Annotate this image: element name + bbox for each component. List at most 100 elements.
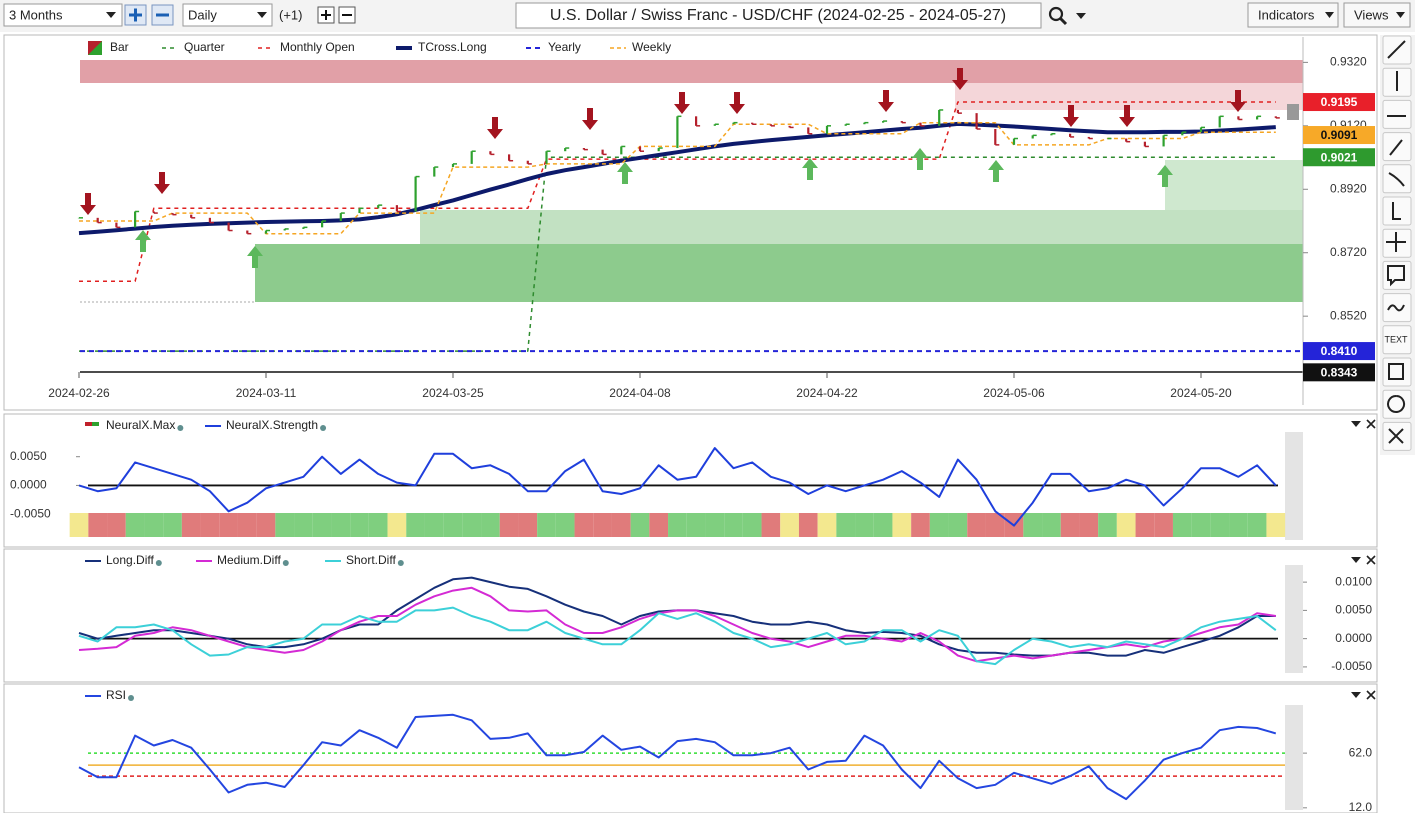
support-zone (255, 244, 1303, 302)
collapse-button[interactable] (1351, 557, 1361, 563)
price-tag-label: 0.9091 (1321, 128, 1358, 142)
dropdown-icon (257, 12, 267, 18)
tool-button[interactable] (1382, 196, 1412, 226)
symbol-box[interactable] (515, 2, 1042, 29)
indicator-lines (78, 101, 1303, 353)
y-tick-label: 0.8520 (1330, 308, 1367, 322)
price-bar (638, 146, 644, 152)
indicators-button[interactable] (1247, 2, 1339, 28)
price-bar (264, 229, 270, 234)
tool-icon (1389, 139, 1403, 156)
state-cell (350, 513, 369, 537)
scroll-handle[interactable] (1287, 104, 1299, 120)
y-tick-label: 0.0050 (1335, 603, 1372, 617)
state-cell (406, 513, 425, 537)
close-button[interactable] (1366, 555, 1376, 565)
period-select[interactable] (3, 3, 123, 27)
state-cell (443, 513, 463, 537)
state-cell (705, 513, 725, 537)
legend-label: RSI (106, 688, 126, 702)
y-tick-label: -0.0050 (1331, 659, 1372, 673)
legend-label: Medium.Diff (217, 553, 281, 567)
zones (80, 37, 1304, 405)
price-bar (339, 212, 345, 221)
tool-icon (1387, 304, 1405, 312)
price-bar (1199, 126, 1205, 133)
price-bar (601, 149, 607, 156)
search-button[interactable] (1048, 6, 1086, 26)
price-bar (1218, 115, 1224, 128)
legend-label: Long.Diff (106, 553, 154, 567)
collapse-button[interactable] (1351, 692, 1361, 698)
price-bar (321, 220, 327, 228)
state-cell (630, 513, 650, 537)
interval-select[interactable] (182, 3, 273, 27)
legend-dot (282, 560, 289, 566)
dropdown-icon (1396, 12, 1405, 18)
close-button[interactable] (1366, 690, 1376, 700)
price-bar (414, 175, 420, 212)
state-cell (593, 513, 612, 537)
price-tag (1303, 93, 1375, 112)
legend-icon (88, 41, 102, 55)
price-bar (732, 121, 738, 125)
plus-icon (321, 10, 331, 20)
y-tick-label: 12.0 (1349, 800, 1373, 813)
x-tick-label: 2024-02-26 (48, 386, 110, 400)
price-bar (1087, 136, 1093, 140)
state-cell (125, 513, 145, 537)
state-cell (817, 513, 837, 537)
y-tick-label: 0.0050 (10, 449, 47, 463)
collapse-button[interactable] (1351, 421, 1361, 427)
price-bar (283, 228, 289, 231)
price-bar (844, 123, 850, 126)
state-cell (1172, 513, 1192, 537)
price-bars (77, 109, 1280, 235)
state-cell (873, 513, 893, 537)
legend-label: NeuralX.Strength (226, 418, 318, 432)
y-tick-label: 0.9320 (1330, 55, 1367, 69)
tool-button[interactable] (1382, 293, 1412, 323)
price-bar (302, 226, 308, 229)
resistance-zone (80, 60, 1303, 83)
state-cell (144, 513, 164, 537)
dropdown-icon (106, 12, 116, 18)
tool-button[interactable] (1382, 325, 1412, 355)
state-cell (181, 513, 201, 537)
price-tag-label: 0.9021 (1321, 150, 1358, 164)
price-bar (1050, 133, 1056, 136)
drawing-tools: TEXT (1380, 35, 1415, 455)
legend-label: TCross.Long (418, 40, 487, 54)
state-cell (574, 513, 594, 537)
state-cell (331, 513, 351, 537)
symbol-title: U.S. Dollar / Swiss Franc - USD/CHF (202… (550, 7, 1006, 24)
legend-icon (85, 422, 92, 426)
future-area (1285, 432, 1303, 540)
state-cell (929, 513, 949, 537)
state-cell (1023, 513, 1043, 537)
state-cell (1266, 513, 1286, 537)
price-bar (1274, 116, 1280, 119)
state-cell (985, 513, 1005, 537)
legend-label: Short.Diff (346, 553, 396, 567)
state-cell (780, 513, 799, 537)
close-button[interactable] (1366, 419, 1376, 429)
state-cell (237, 513, 257, 537)
tool-button[interactable] (1382, 389, 1412, 419)
tool-button[interactable] (1382, 357, 1412, 387)
indicator-line (78, 447, 1277, 527)
price-tag (1303, 148, 1375, 167)
state-cell (256, 513, 276, 537)
legend-dot (155, 560, 162, 566)
tool-icon (1388, 428, 1404, 444)
state-cell (88, 513, 108, 537)
price-bar (1255, 115, 1262, 120)
price-bar (451, 163, 457, 168)
tool-button[interactable] (1382, 99, 1412, 129)
legend-label: Bar (110, 40, 129, 54)
state-cell (481, 513, 500, 537)
price-tag-label: 0.8410 (1321, 344, 1358, 358)
rsi-panel (3, 683, 1378, 814)
price-bar (919, 122, 925, 127)
y-tick-label: 0.8720 (1330, 245, 1367, 259)
